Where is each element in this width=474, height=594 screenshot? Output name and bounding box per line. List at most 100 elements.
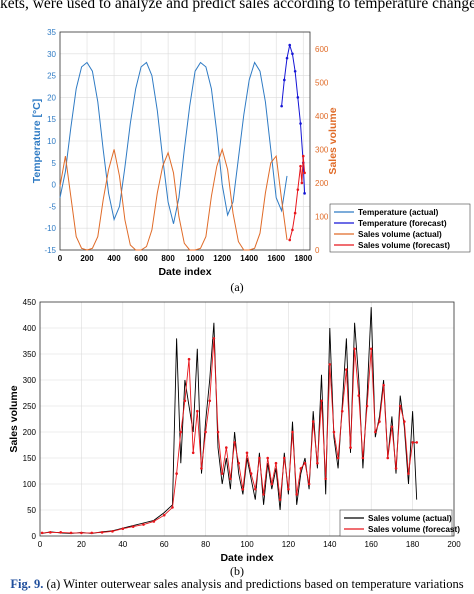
x-tick-label: 0: [38, 540, 43, 549]
x-axis-label: Date index: [158, 266, 211, 278]
series-forecast-point: [233, 441, 236, 444]
x-tick-label: 1800: [294, 254, 312, 263]
subfigure-label-a: (a): [230, 280, 244, 294]
y-left-tick-label: -5: [49, 202, 57, 211]
subfigure-label-b: (b): [230, 564, 244, 578]
series-forecast-point: [278, 498, 282, 501]
series-forecast-point: [291, 228, 294, 232]
y-tick-label: 350: [23, 350, 37, 359]
series-forecast-point: [300, 181, 304, 185]
y-left-tick-label: 5: [52, 159, 57, 168]
series-forecast-point: [324, 477, 327, 481]
y-tick-label: 300: [23, 376, 37, 385]
series-forecast-point: [285, 56, 289, 60]
series-forecast-point: [212, 337, 216, 340]
series-forecast-point: [280, 104, 283, 108]
series-forecast-point: [320, 399, 323, 403]
series-forecast-point: [288, 43, 292, 47]
series-forecast-point: [175, 472, 178, 475]
series-forecast-point: [374, 430, 377, 434]
x-tick-label: 600: [134, 254, 148, 263]
series-forecast-point: [171, 506, 174, 509]
x-tick-label: 1600: [267, 254, 285, 263]
y-tick-label: 100: [23, 480, 37, 489]
y-tick-label: 0: [32, 532, 37, 541]
series-forecast-point: [100, 531, 104, 534]
y-tick-label: 400: [23, 324, 37, 333]
y-right-tick-label: 400: [315, 112, 329, 121]
series-forecast-point: [283, 78, 286, 82]
series-forecast-point: [225, 446, 228, 449]
series-forecast-point: [131, 525, 135, 528]
x-tick-label: 120: [282, 540, 296, 549]
y-axis-label: Sales volume: [8, 385, 20, 452]
series-forecast-point: [253, 487, 257, 491]
series-forecast-point: [40, 531, 44, 535]
y-tick-label: 150: [23, 454, 37, 463]
series-forecast-point: [296, 188, 300, 191]
x-tick-label: 1000: [186, 254, 204, 263]
legend-label: Sales volume (actual): [358, 230, 442, 239]
figure-caption: Fig. 9. (a) Winter outerwear sales analy…: [0, 577, 474, 592]
legend-label: Temperature (actual): [358, 208, 439, 217]
chart-b: 0 20 40 60 80 100 120 140 160 180 200 0 50 100 150 200 2…: [8, 298, 461, 564]
series-forecast-point: [162, 513, 166, 517]
legend-label: Sales volume (forecast): [368, 525, 460, 534]
series-forecast-point: [59, 531, 62, 534]
series-forecast-point: [216, 430, 220, 434]
series-forecast-point: [196, 409, 199, 413]
x-tick-label: 400: [107, 254, 121, 263]
series-forecast-point: [295, 493, 298, 496]
y-tick-label: 450: [23, 298, 37, 307]
series-forecast-point: [303, 461, 307, 465]
series-actual: [42, 307, 418, 534]
series-forecast-point: [340, 409, 344, 413]
y-left-tick-label: -10: [44, 224, 56, 233]
legend-label: Sales volume (forecast): [358, 241, 450, 250]
y-left-tick-label: 35: [47, 28, 56, 37]
series-forecast-point: [90, 531, 94, 535]
series-actual: [59, 147, 288, 251]
x-tick-label: 0: [58, 254, 63, 263]
series-forecast-point: [200, 467, 203, 470]
y-axis-label-left: Temperature [°C]: [31, 99, 43, 184]
x-tick-label: 800: [161, 254, 175, 263]
series-forecast-point: [390, 425, 394, 429]
series-forecast-point: [69, 531, 73, 535]
legend-box: [339, 509, 453, 537]
series-forecast-point: [208, 399, 212, 403]
series-forecast-point: [220, 472, 224, 475]
y-left-tick-label: 0: [52, 181, 57, 190]
series-forecast-point: [249, 472, 253, 475]
plot-frame: [59, 31, 311, 251]
series-forecast-point: [303, 171, 306, 175]
series-forecast-point: [407, 472, 410, 475]
series-forecast-point: [378, 420, 381, 423]
series-forecast-point: [415, 441, 419, 444]
series-forecast-point: [303, 192, 306, 195]
series-forecast-point: [152, 520, 156, 523]
chart-a: 0 200 400 600 800 1000 1200 1400 1600 1800-15-10-…: [31, 28, 471, 278]
series-forecast-point: [291, 430, 294, 434]
series-forecast-point: [241, 487, 245, 491]
series-forecast-point: [179, 430, 183, 434]
x-tick-label: 100: [240, 540, 254, 549]
series-forecast-point: [229, 477, 232, 481]
series-forecast-point: [365, 404, 369, 408]
series-forecast-point: [258, 456, 261, 460]
series-forecast-point: [293, 211, 297, 215]
series-forecast-point: [204, 430, 207, 434]
x-tick-label: 1400: [240, 254, 258, 263]
series-forecast-point: [394, 467, 398, 470]
y-tick-label: 250: [23, 402, 37, 411]
y-left-tick-label: 30: [47, 50, 56, 59]
x-tick-label: 40: [118, 540, 127, 549]
x-tick-label: 200: [447, 540, 461, 549]
series-forecast-point: [328, 363, 332, 366]
series-forecast-point: [382, 383, 385, 387]
series-forecast-point: [245, 451, 249, 455]
caption-text: (a) Winter outerwear sales analysis and …: [43, 577, 464, 591]
y-right-tick-label: 500: [315, 78, 329, 87]
plot-frame: [39, 301, 455, 537]
x-tick-label: 20: [77, 540, 86, 549]
